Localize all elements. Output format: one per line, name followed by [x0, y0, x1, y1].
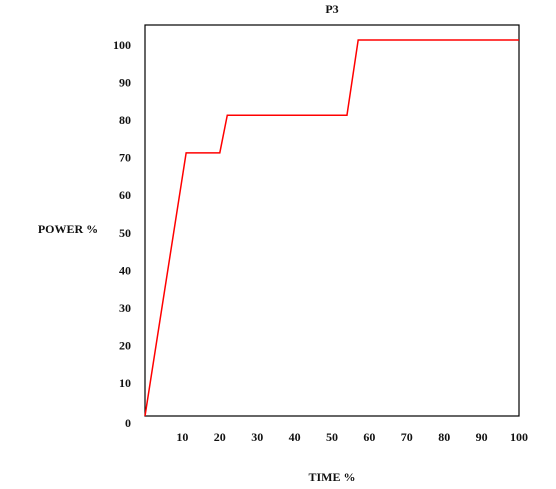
- y-tick-label: 90: [119, 75, 131, 89]
- x-tick-label: 50: [326, 430, 338, 444]
- data-line: [144, 39, 519, 417]
- x-tick-label: 10: [176, 430, 188, 444]
- y-tick-label: 70: [119, 151, 131, 165]
- x-tick-label: 90: [476, 430, 488, 444]
- x-tick-label: 100: [510, 430, 528, 444]
- y-tick-label: 0: [125, 416, 131, 430]
- y-tick-label: 100: [113, 38, 131, 52]
- y-tick-label: 40: [119, 263, 131, 277]
- y-axis-label: POWER %: [38, 222, 98, 236]
- plot-frame: [144, 24, 520, 417]
- x-tick-label: 70: [401, 430, 413, 444]
- y-tick-label: 60: [119, 188, 131, 202]
- x-tick-label: 30: [251, 430, 263, 444]
- y-tick-label: 50: [119, 226, 131, 240]
- chart-title: P3: [325, 2, 338, 16]
- x-tick-label: 20: [214, 430, 226, 444]
- x-tick-label: 40: [289, 430, 301, 444]
- x-tick-label: 60: [363, 430, 375, 444]
- y-tick-label: 10: [119, 376, 131, 390]
- y-tick-label: 80: [119, 113, 131, 127]
- x-tick-label: 80: [438, 430, 450, 444]
- y-tick-label: 20: [119, 339, 131, 353]
- y-tick-label: 30: [119, 301, 131, 315]
- x-axis-label: TIME %: [308, 470, 355, 484]
